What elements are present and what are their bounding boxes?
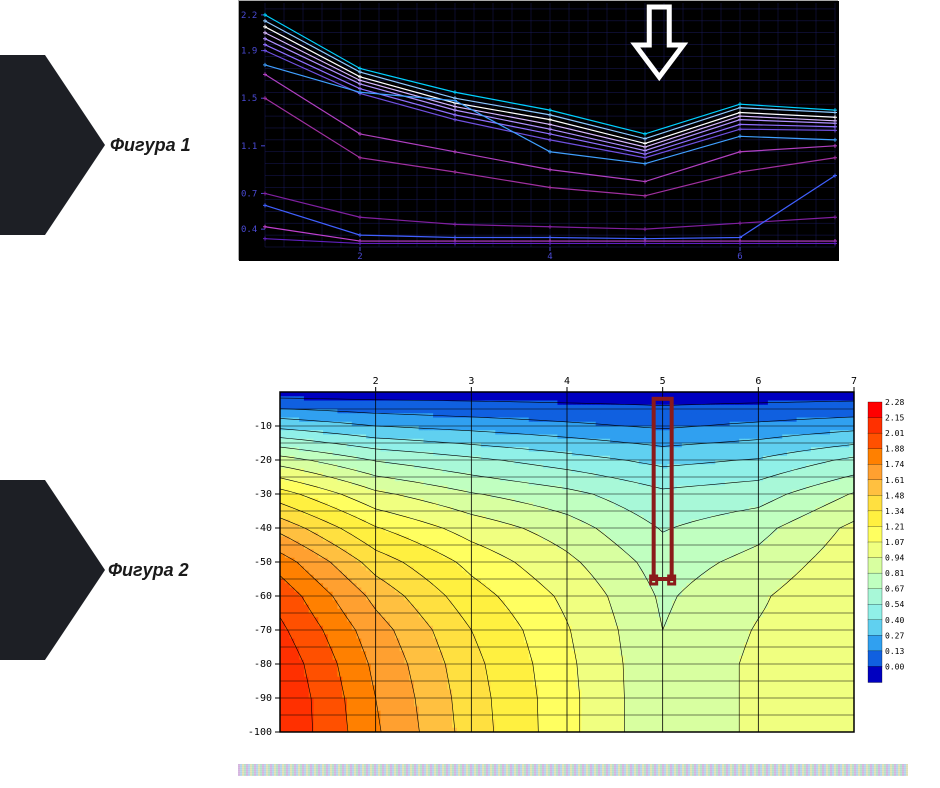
figure2-chart: 234567-10-20-30-40-50-60-70-80-90-1002.2… [238, 370, 908, 740]
chevron-icon [0, 55, 120, 235]
figure1-label-block [0, 55, 220, 195]
svg-text:6: 6 [737, 252, 742, 261]
svg-text:0.7: 0.7 [241, 189, 257, 199]
svg-text:1.5: 1.5 [241, 94, 257, 104]
noise-decor [238, 764, 908, 776]
svg-text:1.1: 1.1 [241, 142, 257, 152]
svg-text:1.9: 1.9 [241, 47, 257, 57]
figure1-chart: 2 4 6 0.4 0.7 1.1 1.5 1.9 2.2 [238, 0, 838, 260]
figure1-label: Фигура 1 [110, 135, 191, 156]
figure2-label: Фигура 2 [108, 560, 189, 581]
svg-text:2.2: 2.2 [241, 11, 257, 21]
svg-text:0.4: 0.4 [241, 225, 257, 235]
svg-text:2: 2 [357, 252, 362, 261]
figure2-label-block [0, 480, 220, 620]
chevron-icon [0, 480, 120, 660]
svg-text:4: 4 [547, 252, 552, 261]
